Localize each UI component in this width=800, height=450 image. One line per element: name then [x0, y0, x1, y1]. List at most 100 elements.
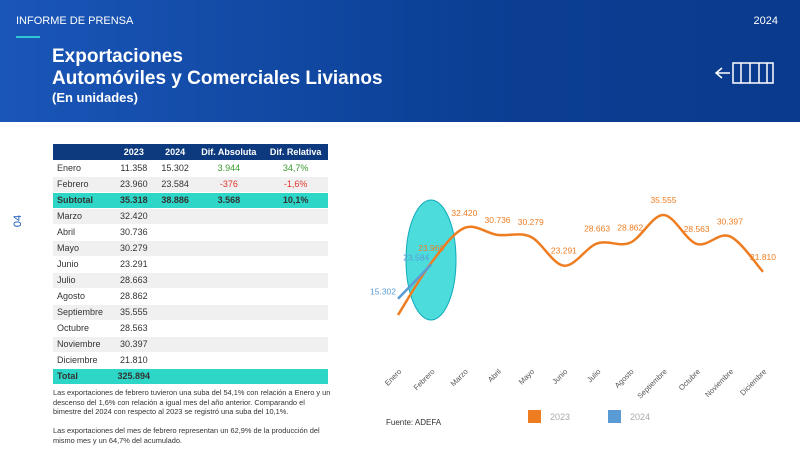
- table-cell: Septiembre: [53, 304, 112, 321]
- table-cell: [263, 256, 328, 273]
- x-tick-label: Enero: [383, 367, 404, 388]
- data-label: 35.555: [650, 195, 676, 205]
- table-row: Noviembre 30.397: [53, 336, 328, 353]
- data-label: 23.291: [551, 246, 577, 256]
- column-header: Dif. Relativa: [263, 144, 328, 160]
- column-header: [53, 144, 112, 160]
- legend-swatch: [608, 410, 621, 423]
- legend-swatch: [528, 410, 541, 423]
- legend-label: 2023: [550, 412, 570, 422]
- column-header: 2023: [111, 144, 156, 160]
- data-label: 32.420: [451, 208, 477, 218]
- table-cell: [194, 352, 264, 369]
- subtitle: (En unidades): [52, 90, 138, 105]
- table-cell: 3.568: [194, 192, 264, 209]
- data-label: 30.397: [717, 216, 743, 226]
- table-cell: [155, 368, 195, 385]
- table-cell: Julio: [53, 272, 112, 289]
- data-label: 23.584: [403, 252, 429, 262]
- table-cell: [263, 224, 328, 241]
- data-label: 28.663: [584, 223, 610, 233]
- table-cell: [155, 352, 195, 369]
- table-cell: [194, 224, 264, 241]
- x-tick-label: Junio: [550, 367, 569, 386]
- table-row: Febrero 23.960 23.584 -376 -1,6%: [53, 176, 328, 193]
- title: Automóviles y Comerciales Livianos: [52, 68, 383, 89]
- table-cell: [194, 320, 264, 337]
- table-cell: [263, 336, 328, 353]
- table-cell: 30.397: [111, 336, 156, 353]
- table-cell: [155, 320, 195, 337]
- table-row: Abril 30.736: [53, 224, 328, 241]
- table-cell: [194, 240, 264, 257]
- x-tick-label: Diciembre: [738, 367, 768, 397]
- table-cell: 28.563: [111, 320, 156, 337]
- table-cell: Junio: [53, 256, 112, 273]
- table-cell: 28.862: [111, 288, 156, 305]
- table-cell: 3.944: [194, 160, 264, 177]
- table-cell: 325.894: [111, 368, 156, 385]
- table-cell: [155, 208, 195, 225]
- table-cell: [263, 368, 328, 385]
- table-cell: 21.810: [111, 352, 156, 369]
- truck-icon: [714, 62, 774, 84]
- table-cell: 23.291: [111, 256, 156, 273]
- table-cell: 35.555: [111, 304, 156, 321]
- year: 2024: [753, 15, 778, 27]
- note: Las exportaciones del mes de febrero rep…: [53, 426, 320, 445]
- table-row: Mayo 30.279: [53, 240, 328, 257]
- table-cell: -1,6%: [263, 176, 328, 193]
- table-cell: [263, 240, 328, 257]
- table-row: Julio 28.663: [53, 272, 328, 289]
- table-cell: 30.736: [111, 224, 156, 241]
- table-row: Diciembre 21.810: [53, 352, 328, 369]
- highlight-ellipse: [405, 199, 457, 321]
- table-cell: Febrero: [53, 176, 112, 193]
- table-cell: [194, 336, 264, 353]
- kicker: INFORME DE PRENSA: [16, 15, 134, 27]
- table-cell: 23.584: [155, 176, 195, 193]
- note: Las exportaciones de febrero tuvieron un…: [53, 388, 331, 417]
- table-cell: [263, 352, 328, 369]
- table-cell: 32.420: [111, 208, 156, 225]
- table-cell: 30.279: [111, 240, 156, 257]
- header-band: [0, 0, 800, 122]
- table-row: Subtotal 35.318 38.886 3.568 10,1%: [53, 192, 328, 209]
- x-tick-label: Agosto: [613, 367, 636, 390]
- table-cell: [155, 224, 195, 241]
- x-tick-label: Octubre: [677, 367, 702, 392]
- table-cell: [155, 336, 195, 353]
- table-cell: [263, 288, 328, 305]
- table-cell: [194, 256, 264, 273]
- table-cell: 34,7%: [263, 160, 328, 177]
- x-tick-label: Marzo: [449, 367, 470, 388]
- table-cell: Diciembre: [53, 352, 112, 369]
- title: Exportaciones: [52, 46, 183, 67]
- source: Fuente: ADEFA: [386, 418, 442, 427]
- table-cell: 15.302: [155, 160, 195, 177]
- data-label: 30.279: [518, 217, 544, 227]
- table-cell: 23.960: [111, 176, 156, 193]
- table-row: Enero 11.358 15.302 3.944 34,7%: [53, 160, 328, 177]
- table-cell: Octubre: [53, 320, 112, 337]
- table-cell: 28.663: [111, 272, 156, 289]
- table-cell: [155, 272, 195, 289]
- x-tick-label: Julio: [585, 367, 602, 384]
- table-row: Septiembre 35.555: [53, 304, 328, 321]
- table-cell: Enero: [53, 160, 112, 177]
- data-label: 28.563: [684, 224, 710, 234]
- table-cell: [263, 304, 328, 321]
- table-cell: Noviembre: [53, 336, 112, 353]
- x-tick-label: Septiembre: [635, 367, 668, 400]
- legend-label: 2024: [630, 412, 650, 422]
- table-cell: [263, 272, 328, 289]
- data-label: 28.862: [617, 223, 643, 233]
- table-cell: Agosto: [53, 288, 112, 305]
- table-cell: 35.318: [111, 192, 156, 209]
- rule: [16, 36, 40, 38]
- table-cell: [155, 288, 195, 305]
- table-cell: 38.886: [155, 192, 195, 209]
- table-cell: -376: [194, 176, 264, 193]
- table-cell: 11.358: [111, 160, 156, 177]
